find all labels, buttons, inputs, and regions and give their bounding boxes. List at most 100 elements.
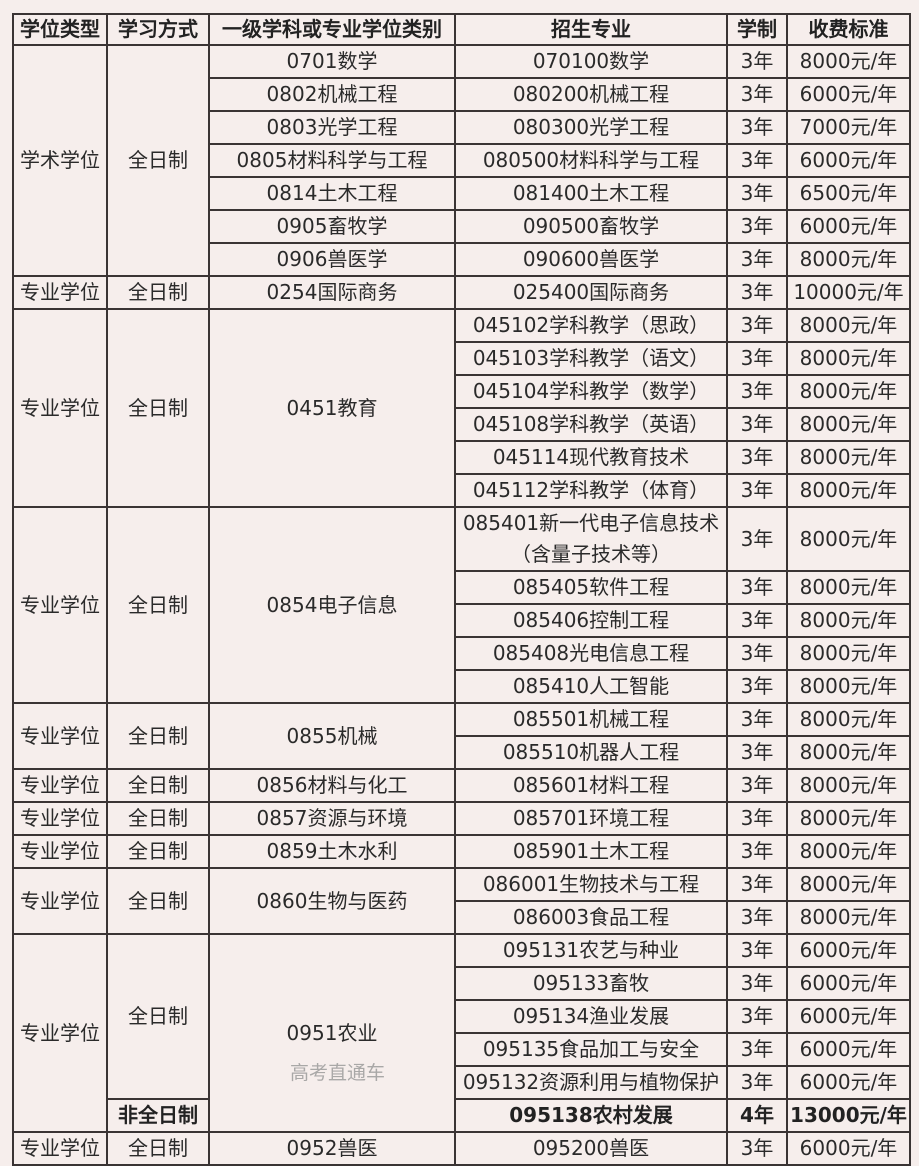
years-cell: 3年 xyxy=(726,702,788,737)
fee-cell: 8000元/年 xyxy=(786,44,911,79)
years-cell: 3年 xyxy=(726,834,788,869)
header-years: 学制 xyxy=(726,13,788,46)
fee-cell: 10000元/年 xyxy=(786,275,911,310)
major-cell-text: 095132资源利用与植物保护 xyxy=(462,1070,720,1094)
years-cell: 3年 xyxy=(726,570,788,605)
major-cell-text: 085410人工智能 xyxy=(512,674,670,698)
fee-cell: 8000元/年 xyxy=(786,341,911,376)
major-cell: 045103学科教学（语文） xyxy=(454,341,728,376)
table-row: 专业学位 全日制 0952兽医 095200兽医 3年 6000元/年 xyxy=(12,1131,911,1166)
discipline-cell: 0951农业 xyxy=(208,933,456,1133)
degree-type-cell: 专业学位 xyxy=(12,933,108,1133)
table-row: 085410人工智能 3年 8000元/年 xyxy=(13,669,911,704)
major-cell-text: 045103学科教学（语文） xyxy=(472,346,710,370)
major-cell: 095133畜牧 xyxy=(454,966,728,1001)
fee-cell: 8000元/年 xyxy=(786,636,911,671)
fee-cell: 6000元/年 xyxy=(786,933,911,968)
years-cell: 3年 xyxy=(726,933,788,968)
fee-cell: 8000元/年 xyxy=(786,473,911,508)
fee-cell: 8000元/年 xyxy=(786,308,911,343)
major-cell: 045108学科教学（英语） xyxy=(454,407,728,442)
fee-cell: 6000元/年 xyxy=(786,1032,911,1067)
degree-type-cell: 专业学位 xyxy=(12,801,108,836)
discipline-cell: 0860生物与医药 xyxy=(208,867,456,935)
fee-cell: 8000元/年 xyxy=(786,867,911,902)
major-cell: 085406控制工程 xyxy=(454,603,728,638)
fee-cell: 6000元/年 xyxy=(786,966,911,1001)
table-row: 0805材料科学与工程 080500材料科学与工程 3年 6000元/年 xyxy=(13,143,911,178)
study-mode-cell: 全日制 xyxy=(106,702,210,770)
fee-cell: 8000元/年 xyxy=(786,440,911,475)
fee-cell: 6000元/年 xyxy=(786,143,911,178)
discipline-cell: 0855机械 xyxy=(208,702,456,770)
major-cell: 090500畜牧学 xyxy=(454,209,728,244)
major-cell: 025400国际商务 xyxy=(454,275,728,310)
fee-cell: 6000元/年 xyxy=(786,1131,911,1166)
major-cell-text: 095135食品加工与安全 xyxy=(482,1037,700,1061)
major-cell-text: 085510机器人工程 xyxy=(502,740,680,764)
discipline-cell: 0857资源与环境 xyxy=(208,801,456,836)
header-fee: 收费标准 xyxy=(786,13,911,46)
major-cell: 095200兽医 xyxy=(454,1131,728,1166)
table-row: 专业学位 全日制 0859土木水利 085901土木工程 3年 8000元/年 xyxy=(12,834,911,869)
degree-type-cell: 专业学位 xyxy=(12,834,108,869)
header-row: 学位类型 学习方式 一级学科或专业学位类别 招生专业 学制 收费标准 xyxy=(12,13,911,46)
years-cell: 3年 xyxy=(726,407,788,442)
degree-type-cell: 专业学位 xyxy=(12,867,108,935)
major-cell: 045112学科教学（体育） xyxy=(454,473,728,508)
discipline-cell: 0854电子信息 xyxy=(208,506,456,704)
fee-cell: 8000元/年 xyxy=(786,603,911,638)
table-row: 095135食品加工与安全 3年 6000元/年 xyxy=(13,1032,911,1067)
major-cell-text: 090500畜牧学 xyxy=(522,214,660,238)
header-major: 招生专业 xyxy=(454,13,728,46)
major-cell-text: 045108学科教学（英语） xyxy=(472,412,710,436)
major-cell: 045104学科教学（数学） xyxy=(454,374,728,409)
major-cell-text: 045112学科教学（体育） xyxy=(472,478,710,502)
study-mode-cell: 全日制 xyxy=(106,308,210,508)
table-row: 095133畜牧 3年 6000元/年 xyxy=(13,966,911,1001)
major-cell-text: 085601材料工程 xyxy=(512,773,670,797)
discipline-cell: 0254国际商务 xyxy=(208,275,456,310)
study-mode-cell: 全日制 xyxy=(106,933,210,1100)
table-row: 045114现代教育技术 3年 8000元/年 xyxy=(13,440,911,475)
table-row: 0802机械工程 080200机械工程 3年 6000元/年 xyxy=(13,77,911,112)
major-cell: 080200机械工程 xyxy=(454,77,728,112)
years-cell: 3年 xyxy=(726,603,788,638)
major-cell: 085510机器人工程 xyxy=(454,735,728,770)
major-cell: 085501机械工程 xyxy=(454,702,728,737)
discipline-cell: 0906兽医学 xyxy=(208,242,456,277)
table-row: 085408光电信息工程 3年 8000元/年 xyxy=(13,636,911,671)
major-cell-text: 045104学科教学（数学） xyxy=(472,379,710,403)
table-row: 0906兽医学 090600兽医学 3年 8000元/年 xyxy=(13,242,911,277)
years-cell: 3年 xyxy=(726,669,788,704)
major-cell: 085401新一代电子信息技术（含量子技术等） xyxy=(454,506,728,572)
table-row: 045104学科教学（数学） 3年 8000元/年 xyxy=(13,374,911,409)
years-cell: 3年 xyxy=(726,341,788,376)
fee-cell: 13000元/年 xyxy=(786,1098,911,1133)
major-cell-text: 045114现代教育技术 xyxy=(492,445,690,469)
table-row: 专业学位 全日制 0951农业 095131农艺与种业 3年 6000元/年 xyxy=(12,933,911,1133)
table-row: 045103学科教学（语文） 3年 8000元/年 xyxy=(13,341,911,376)
years-cell: 3年 xyxy=(726,999,788,1034)
table-row: 学术学位 全日制 0701数学 070100数学 3年 8000元/年 xyxy=(12,44,911,277)
major-cell-text: 080500材料科学与工程 xyxy=(482,148,700,172)
major-cell: 095131农艺与种业 xyxy=(454,933,728,968)
fee-cell: 8000元/年 xyxy=(786,900,911,935)
fee-cell: 8000元/年 xyxy=(786,801,911,836)
fee-cell: 8000元/年 xyxy=(786,768,911,803)
years-cell: 3年 xyxy=(726,440,788,475)
years-cell: 3年 xyxy=(726,308,788,343)
table-row: 专业学位 全日制 0855机械 085501机械工程 3年 8000元/年 xyxy=(12,702,911,770)
table-row: 0905畜牧学 090500畜牧学 3年 6000元/年 xyxy=(13,209,911,244)
years-cell: 3年 xyxy=(726,209,788,244)
major-cell-text: 080300光学工程 xyxy=(512,115,670,139)
major-cell-text: 095133畜牧 xyxy=(532,971,650,995)
study-mode-cell: 全日制 xyxy=(106,275,210,310)
major-cell: 086003食品工程 xyxy=(454,900,728,935)
years-cell: 3年 xyxy=(726,1065,788,1100)
study-mode-cell: 全日制 xyxy=(106,506,210,704)
table-row: 专业学位 全日制 0451教育 045102学科教学（思政） 3年 8000元/年 xyxy=(12,308,911,508)
table-row: 0814土木工程 081400土木工程 3年 6500元/年 xyxy=(13,176,911,211)
major-cell: 045102学科教学（思政） xyxy=(454,308,728,343)
table-row: 095132资源利用与植物保护 3年 6000元/年 xyxy=(13,1065,911,1100)
